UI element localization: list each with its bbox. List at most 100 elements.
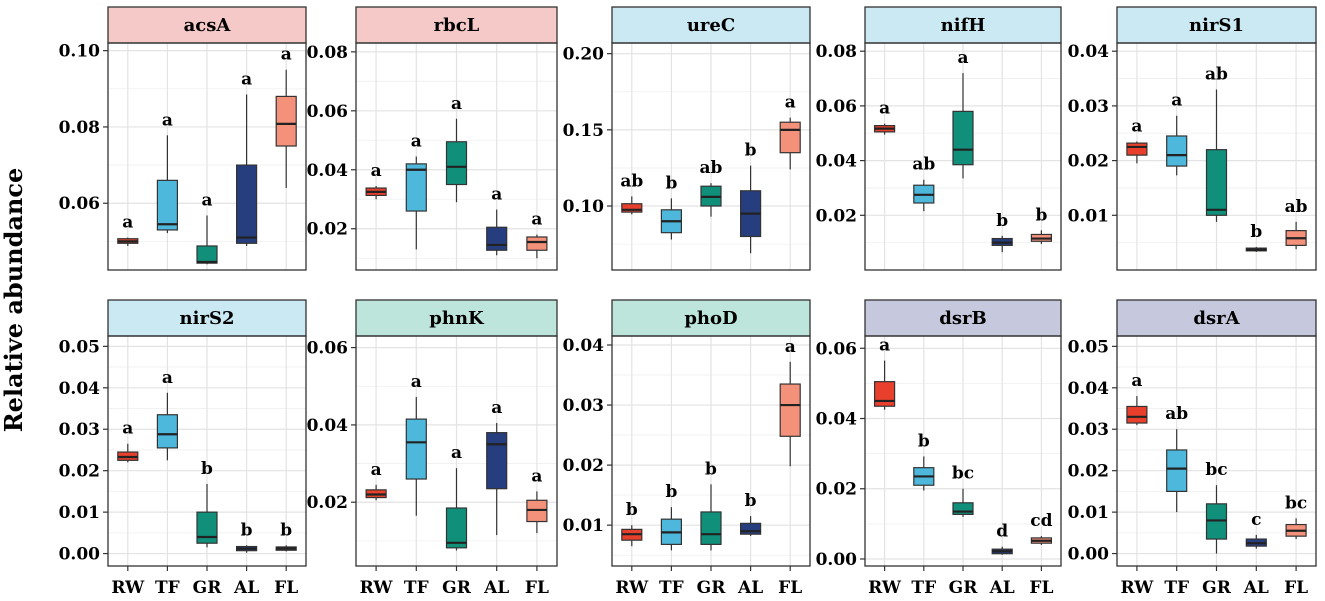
x-tick-label: GR (193, 578, 223, 598)
panel-border (611, 42, 811, 271)
significance-letter: a (879, 99, 890, 119)
significance-letter: a (451, 443, 462, 463)
box-AL: a (486, 185, 508, 256)
box-GR: a (952, 48, 974, 179)
panel-nirS1: 0.01 0.02 0.03 0.04 nirS1 a a ab b ab (1068, 6, 1317, 271)
box-AL: b (1245, 222, 1267, 252)
significance-letter: a (411, 132, 422, 152)
box-FL: b (1030, 205, 1053, 245)
x-tick-label: RW (360, 578, 394, 598)
x-tick-label: RW (615, 578, 649, 598)
box-GR: ab (1205, 64, 1228, 222)
significance-letter: a (491, 185, 502, 205)
significance-letter: a (531, 210, 542, 230)
y-tick-label: 0.03 (59, 420, 100, 440)
y-tick-label: 0.03 (1068, 97, 1109, 117)
box-iqr (952, 110, 974, 166)
y-tick-label: 0.03 (563, 396, 604, 416)
box-AL: b (236, 520, 258, 553)
box-iqr (779, 121, 801, 154)
box-RW: a (1126, 116, 1148, 164)
y-tick-label: 0.01 (563, 516, 604, 536)
y-tick-label: 0.20 (563, 45, 605, 65)
box-iqr (445, 507, 468, 549)
x-tick-label: RW (111, 578, 145, 598)
strip-title: nirS2 (180, 308, 235, 329)
significance-letter: ab (1165, 404, 1188, 424)
y-tick-label: 0.02 (563, 456, 604, 476)
y-tick-label: 0.04 (563, 336, 605, 356)
y-tick-label: 0.02 (307, 493, 348, 513)
panel-nirS2: 0.00 0.01 0.02 0.03 0.04 0.05 nirS2 a a b b b RW TF GR… (59, 299, 307, 598)
significance-letter: a (371, 161, 382, 181)
y-tick-label: 0.06 (816, 339, 857, 359)
box-RW: a (117, 419, 139, 463)
panel-border (1116, 42, 1317, 271)
y-tick-label: 0.04 (816, 410, 858, 430)
box-FL: a (779, 337, 801, 467)
box-RW: a (1126, 371, 1148, 426)
y-tick-label: 0.05 (59, 337, 100, 357)
box-FL: b (275, 520, 297, 552)
strip-title: nifH (941, 15, 986, 36)
y-tick-label: 0.02 (59, 462, 100, 482)
box-AL: b (739, 141, 762, 254)
significance-letter: a (371, 460, 382, 480)
box-GR: a (196, 190, 218, 265)
box-RW: a (873, 99, 896, 135)
significance-letter: a (1171, 91, 1182, 111)
y-tick-label: 0.02 (1068, 152, 1109, 172)
y-tick-label: 0.05 (1068, 337, 1109, 357)
box-FL: a (779, 93, 801, 170)
x-tick-label: GR (442, 578, 472, 598)
y-axis-title: Relative abundance (0, 168, 28, 433)
box-FL: a (275, 45, 297, 188)
y-tick-label: 0.08 (59, 118, 100, 138)
significance-letter: ab (1205, 64, 1228, 84)
x-tick-label: TF (1164, 578, 1189, 598)
y-tick-label: 0.04 (59, 379, 101, 399)
significance-letter: a (491, 398, 502, 418)
box-GR: ab (700, 158, 723, 217)
box-iqr (486, 432, 508, 490)
x-tick-label: AL (483, 578, 509, 598)
significance-letter: ab (620, 171, 643, 191)
box-GR: b (700, 459, 722, 551)
y-tick-label: 0.00 (1068, 545, 1110, 565)
box-iqr (526, 236, 548, 251)
box-FL: cd (1030, 511, 1053, 545)
significance-letter: a (162, 110, 173, 130)
box-iqr (1166, 449, 1188, 493)
box-iqr (196, 245, 218, 264)
significance-letter: a (957, 48, 968, 68)
significance-letter: a (162, 368, 173, 388)
x-tick-label: FL (1029, 578, 1053, 598)
panels: 0.06 0.08 0.10 acsA a a a a a 0.02 0.04 0.06 0.08 rbc… (59, 6, 1317, 598)
x-tick-label: FL (1284, 578, 1308, 598)
box-FL: a (526, 210, 548, 259)
box-iqr (405, 418, 427, 480)
x-tick-label: GR (697, 578, 727, 598)
significance-letter: b (665, 482, 677, 502)
box-TF: ab (912, 155, 935, 212)
x-tick-label: RW (868, 578, 902, 598)
box-FL: bc (1285, 493, 1307, 540)
x-tick-label: AL (989, 578, 1015, 598)
significance-letter: a (785, 93, 796, 113)
significance-letter: b (1250, 222, 1262, 242)
box-iqr (952, 502, 974, 515)
y-tick-label: 0.04 (307, 416, 349, 436)
box-FL: ab (1285, 197, 1308, 250)
significance-letter: bc (952, 464, 974, 484)
strip-title: phoD (684, 308, 737, 329)
y-tick-label: 0.10 (59, 42, 101, 62)
strip-dsrA (1116, 299, 1317, 337)
box-TF: b (660, 173, 683, 240)
significance-letter: a (451, 94, 462, 114)
significance-letter: b (918, 431, 930, 451)
box-TF: a (156, 110, 178, 233)
strip-nirS1 (1116, 6, 1317, 44)
box-GR: a (445, 443, 468, 551)
x-tick-label: GR (1202, 578, 1232, 598)
significance-letter: a (122, 419, 133, 439)
